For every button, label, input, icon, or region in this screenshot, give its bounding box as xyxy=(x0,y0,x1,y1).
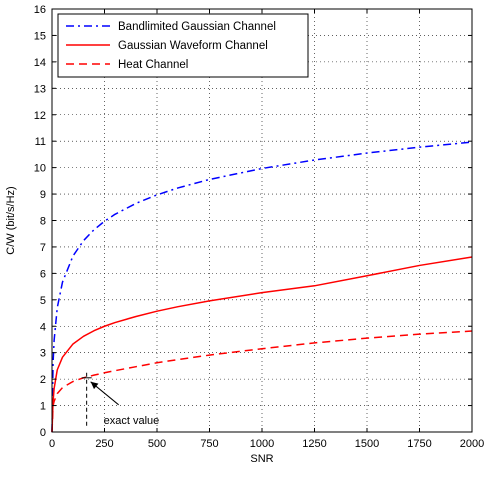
y-tick-label: 11 xyxy=(35,136,46,148)
legend-label-2: Gaussian Waveform Channel xyxy=(118,40,268,52)
y-tick-label: 7 xyxy=(40,242,46,254)
legend-label-3: Heat Channel xyxy=(118,59,188,71)
x-tick-label: 1000 xyxy=(250,438,274,450)
y-tick-label: 14 xyxy=(34,57,46,69)
y-tick-label: 0 xyxy=(40,427,46,439)
y-tick-label: 13 xyxy=(34,83,46,95)
series-lines xyxy=(51,141,473,433)
legend-label-1: Bandlimited Gaussian Channel xyxy=(118,21,276,33)
y-tick-label: 15 xyxy=(34,30,46,42)
y-tick-label: 1 xyxy=(40,401,46,413)
y-tick-label: 3 xyxy=(40,348,46,360)
y-tick-label: 12 xyxy=(34,110,46,122)
x-tick-label: 500 xyxy=(148,438,166,450)
annotation: exact value xyxy=(81,372,160,427)
annotation-arrowhead xyxy=(90,381,99,390)
x-tick-label: 1250 xyxy=(302,438,326,450)
y-tick-label: 6 xyxy=(40,268,46,280)
x-tick-label: 0 xyxy=(49,438,55,450)
series-line-1 xyxy=(51,141,473,433)
x-axis-label: SNR xyxy=(250,453,273,465)
grid xyxy=(52,9,472,432)
annotation-label: exact value xyxy=(104,415,160,427)
series-line-2 xyxy=(51,256,473,433)
y-tick-label: 4 xyxy=(40,321,46,333)
y-tick-label: 9 xyxy=(40,189,46,201)
x-tick-label: 1750 xyxy=(407,438,431,450)
x-tick-label: 2000 xyxy=(460,438,484,450)
axis-ticks: 0 250 500 750 1000 1250 1500 1750 20000123456789… xyxy=(34,4,484,450)
y-tick-label: 16 xyxy=(34,4,46,16)
y-tick-label: 10 xyxy=(34,163,46,175)
x-tick-label: 250 xyxy=(95,438,113,450)
y-tick-label: 8 xyxy=(40,216,46,228)
y-axis-label: C/W (bit/s/Hz) xyxy=(5,186,17,254)
series-line-3 xyxy=(51,330,473,433)
legend: Bandlimited Gaussian Channel Gaussian Wav… xyxy=(57,13,309,78)
y-tick-label: 2 xyxy=(40,374,46,386)
x-tick-label: 1500 xyxy=(355,438,379,450)
y-tick-label: 5 xyxy=(40,295,46,307)
x-tick-label: 750 xyxy=(200,438,218,450)
